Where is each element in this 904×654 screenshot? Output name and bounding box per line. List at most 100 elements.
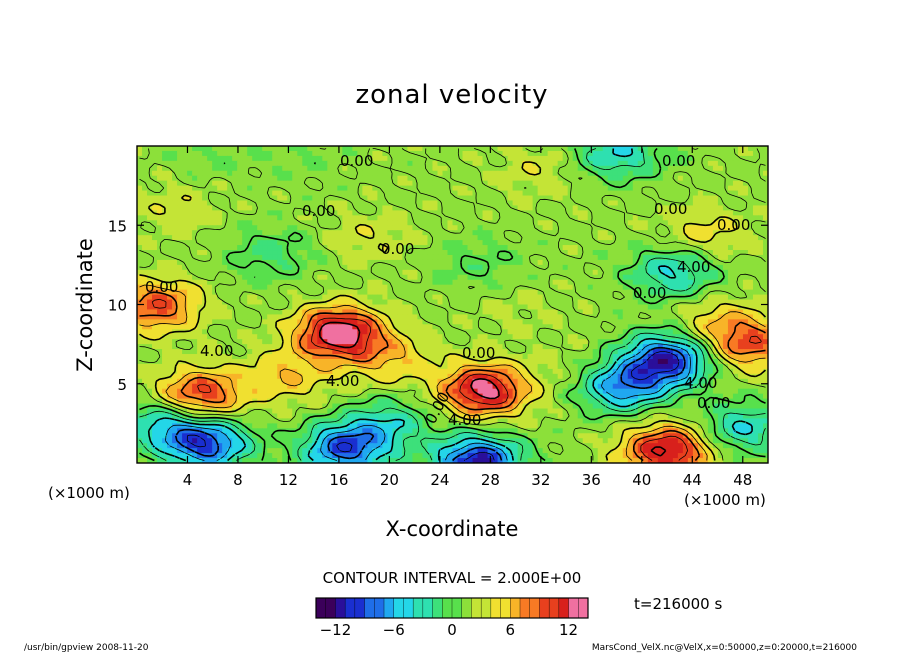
heat-cell (482, 314, 489, 320)
heat-cell (367, 215, 373, 221)
heat-cell (472, 185, 479, 192)
heat-cell (362, 339, 368, 345)
heat-cell (157, 309, 163, 315)
heat-cell (287, 190, 293, 197)
heat-cell (557, 254, 564, 261)
heat-cell (687, 205, 694, 211)
heat-cell (707, 235, 714, 241)
heat-cell (712, 215, 719, 221)
heat-cell (312, 175, 318, 182)
heat-cell (572, 259, 579, 266)
heat-cell (332, 190, 338, 197)
heat-cell (477, 210, 484, 216)
heat-cell (672, 210, 679, 216)
heat-cell (217, 299, 223, 306)
heat-cell (187, 165, 193, 172)
heat-cell (477, 250, 484, 256)
heat-cell (142, 175, 148, 182)
heat-cell (247, 294, 253, 301)
heat-cell (382, 185, 388, 192)
heat-cell (282, 309, 288, 315)
heat-cell (542, 329, 549, 335)
heat-cell (652, 274, 659, 281)
heat-cell (752, 235, 759, 241)
heat-cell (487, 254, 494, 261)
heat-cell (712, 294, 719, 301)
heat-cell (512, 314, 519, 320)
heat-cell (602, 319, 609, 325)
heat-cell (602, 294, 609, 301)
heat-cell (322, 264, 328, 271)
heat-cell (747, 274, 754, 281)
heat-cell (522, 264, 529, 271)
heat-cell (347, 150, 353, 157)
heat-cell (242, 230, 248, 236)
heat-cell (262, 324, 268, 330)
heat-cell (442, 210, 449, 216)
heat-cell (542, 269, 549, 276)
heat-cell (532, 205, 539, 211)
heat-cell (632, 289, 639, 296)
heat-cell (182, 339, 188, 345)
heat-cell (232, 240, 238, 246)
heat-cell (632, 334, 639, 340)
heat-cell (267, 264, 273, 271)
heat-cell (622, 289, 629, 296)
heat-cell (162, 254, 168, 261)
heat-cell (462, 250, 469, 256)
heat-cell (267, 190, 273, 197)
heat-cell (387, 185, 394, 192)
heat-cell (312, 235, 318, 241)
heat-cell (597, 259, 604, 266)
heat-cell (727, 200, 734, 207)
heat-cell (457, 329, 464, 335)
heat-cell (692, 334, 699, 340)
heat-cell (322, 284, 328, 291)
heat-cell (222, 185, 228, 192)
heat-cell (632, 160, 639, 167)
heat-cell (432, 254, 439, 261)
heat-cell (287, 155, 293, 162)
heat-cell (732, 269, 739, 276)
heat-cell (532, 329, 539, 335)
heat-cell (647, 220, 654, 226)
heat-cell (557, 150, 564, 157)
heat-cell (187, 289, 193, 296)
heat-cell (647, 185, 654, 192)
heat-cell (532, 170, 539, 177)
heat-cell (472, 150, 479, 157)
heat-cell (332, 314, 338, 320)
heat-cell (262, 150, 268, 157)
heat-cell (522, 220, 529, 226)
heat-cell (697, 215, 704, 221)
heat-cell (452, 205, 459, 211)
heat-cell (752, 334, 759, 340)
heat-cell (292, 180, 298, 187)
heat-cell (752, 284, 759, 291)
heat-cell (207, 324, 213, 330)
heat-cell (137, 215, 143, 221)
heat-cell (317, 240, 323, 246)
heat-cell (487, 279, 494, 286)
heat-cell (742, 146, 749, 152)
heat-cell (167, 220, 173, 226)
heat-cell (372, 250, 378, 256)
heat-cell (537, 210, 544, 216)
heat-cell (607, 314, 614, 320)
heat-cell (387, 205, 394, 211)
heat-cell (232, 210, 238, 216)
heat-cell (512, 250, 519, 256)
heat-cell (172, 254, 178, 261)
heat-cell (472, 195, 479, 202)
heat-cell (587, 279, 594, 286)
heat-cell (607, 165, 614, 172)
heat-cell (197, 259, 203, 266)
heat-cell (212, 250, 218, 256)
heat-cell (272, 289, 278, 296)
heat-cell (552, 215, 559, 221)
heat-cell (322, 160, 328, 167)
heat-cell (187, 175, 193, 182)
heat-cell (412, 254, 419, 261)
heat-cell (387, 175, 394, 182)
heat-cell (542, 220, 549, 226)
